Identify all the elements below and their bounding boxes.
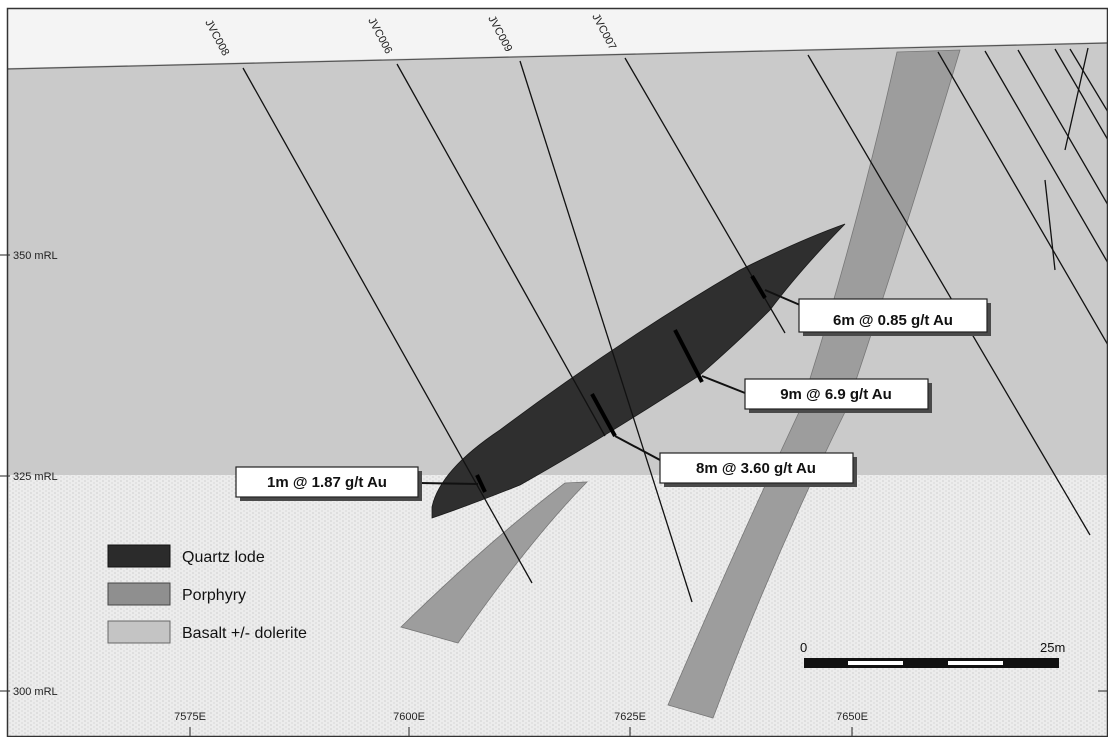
porphyry-dyke-west — [400, 481, 588, 644]
basalt-texture — [7, 475, 1108, 737]
drillhole-trace-jvc009 — [519, 60, 693, 603]
easting-label-7625: 7625E — [614, 711, 646, 723]
leader-6m — [764, 289, 801, 306]
legend: Quartz lode Porphyry Basalt +/- dolerite — [107, 544, 307, 644]
callout-6m: 6m @ 0.85 g/t Au — [798, 298, 991, 336]
leader-9m — [701, 375, 746, 394]
intercept-segment-jvc009 — [673, 329, 704, 383]
drillhole-trace-jvc008 — [242, 67, 533, 584]
drillhole-trace-extra-8 — [1044, 179, 1056, 271]
easting-axis: 7575E 7600E 7625E 7650E — [174, 711, 868, 737]
drillhole-trace-extra-3 — [984, 50, 1108, 264]
scale-label-start: 0 — [800, 640, 807, 655]
callout-1m: 1m @ 1.87 g/t Au — [235, 466, 422, 501]
callout-8m-text: 8m @ 3.60 g/t Au — [696, 460, 816, 477]
easting-label-7650: 7650E — [836, 711, 868, 723]
legend-label-porphyry: Porphyry — [182, 587, 246, 604]
callout-6m-text: 6m @ 0.85 g/t Au — [833, 312, 953, 329]
drillhole-trace-extra-2 — [937, 51, 1108, 346]
legend-swatch-quartz-lode — [107, 544, 171, 568]
easting-label-7600: 7600E — [393, 711, 425, 723]
rl-axis: 350 mRL 325 mRL 300 mRL — [0, 250, 1108, 698]
rl-label-325: 325 mRL — [13, 471, 58, 483]
callout-1m-text: 1m @ 1.87 g/t Au — [267, 474, 387, 491]
callout-9m: 9m @ 6.9 g/t Au — [744, 378, 932, 413]
callout-leaders — [419, 289, 801, 485]
callout-9m-text: 9m @ 6.9 g/t Au — [780, 386, 892, 403]
rl-label-300: 300 mRL — [13, 686, 58, 698]
rl-label-350: 350 mRL — [13, 250, 58, 262]
legend-swatch-basalt — [107, 620, 171, 644]
legend-label-quartz-lode: Quartz lode — [182, 549, 265, 566]
intercept-segment-jvc008 — [475, 474, 487, 493]
scale-label-end: 25m — [1040, 640, 1065, 655]
leader-1m — [419, 482, 479, 485]
drillhole-trace-extra-7 — [1064, 47, 1089, 151]
topographic-surface-line — [6, 42, 1108, 70]
intercept-segment-jvc007 — [750, 274, 767, 300]
intercept-segments — [475, 274, 767, 493]
drillhole-trace-extra-5 — [1054, 48, 1108, 141]
legend-swatch-porphyry — [107, 582, 171, 606]
quartz-lode — [431, 223, 846, 519]
legend-label-basalt: Basalt +/- dolerite — [182, 625, 307, 642]
drillhole-trace-extra-1 — [807, 54, 1091, 536]
drillhole-trace-extra-4 — [1017, 49, 1108, 206]
leader-8m — [614, 435, 661, 461]
easting-label-7575: 7575E — [174, 711, 206, 723]
intercept-segment-jvc006 — [590, 393, 617, 437]
callout-8m: 8m @ 3.60 g/t Au — [659, 452, 857, 487]
scale-bar: 0 25m — [800, 640, 1065, 668]
drillhole-trace-extra-6 — [1069, 48, 1108, 113]
drillhole-trace-jvc006 — [396, 63, 606, 437]
